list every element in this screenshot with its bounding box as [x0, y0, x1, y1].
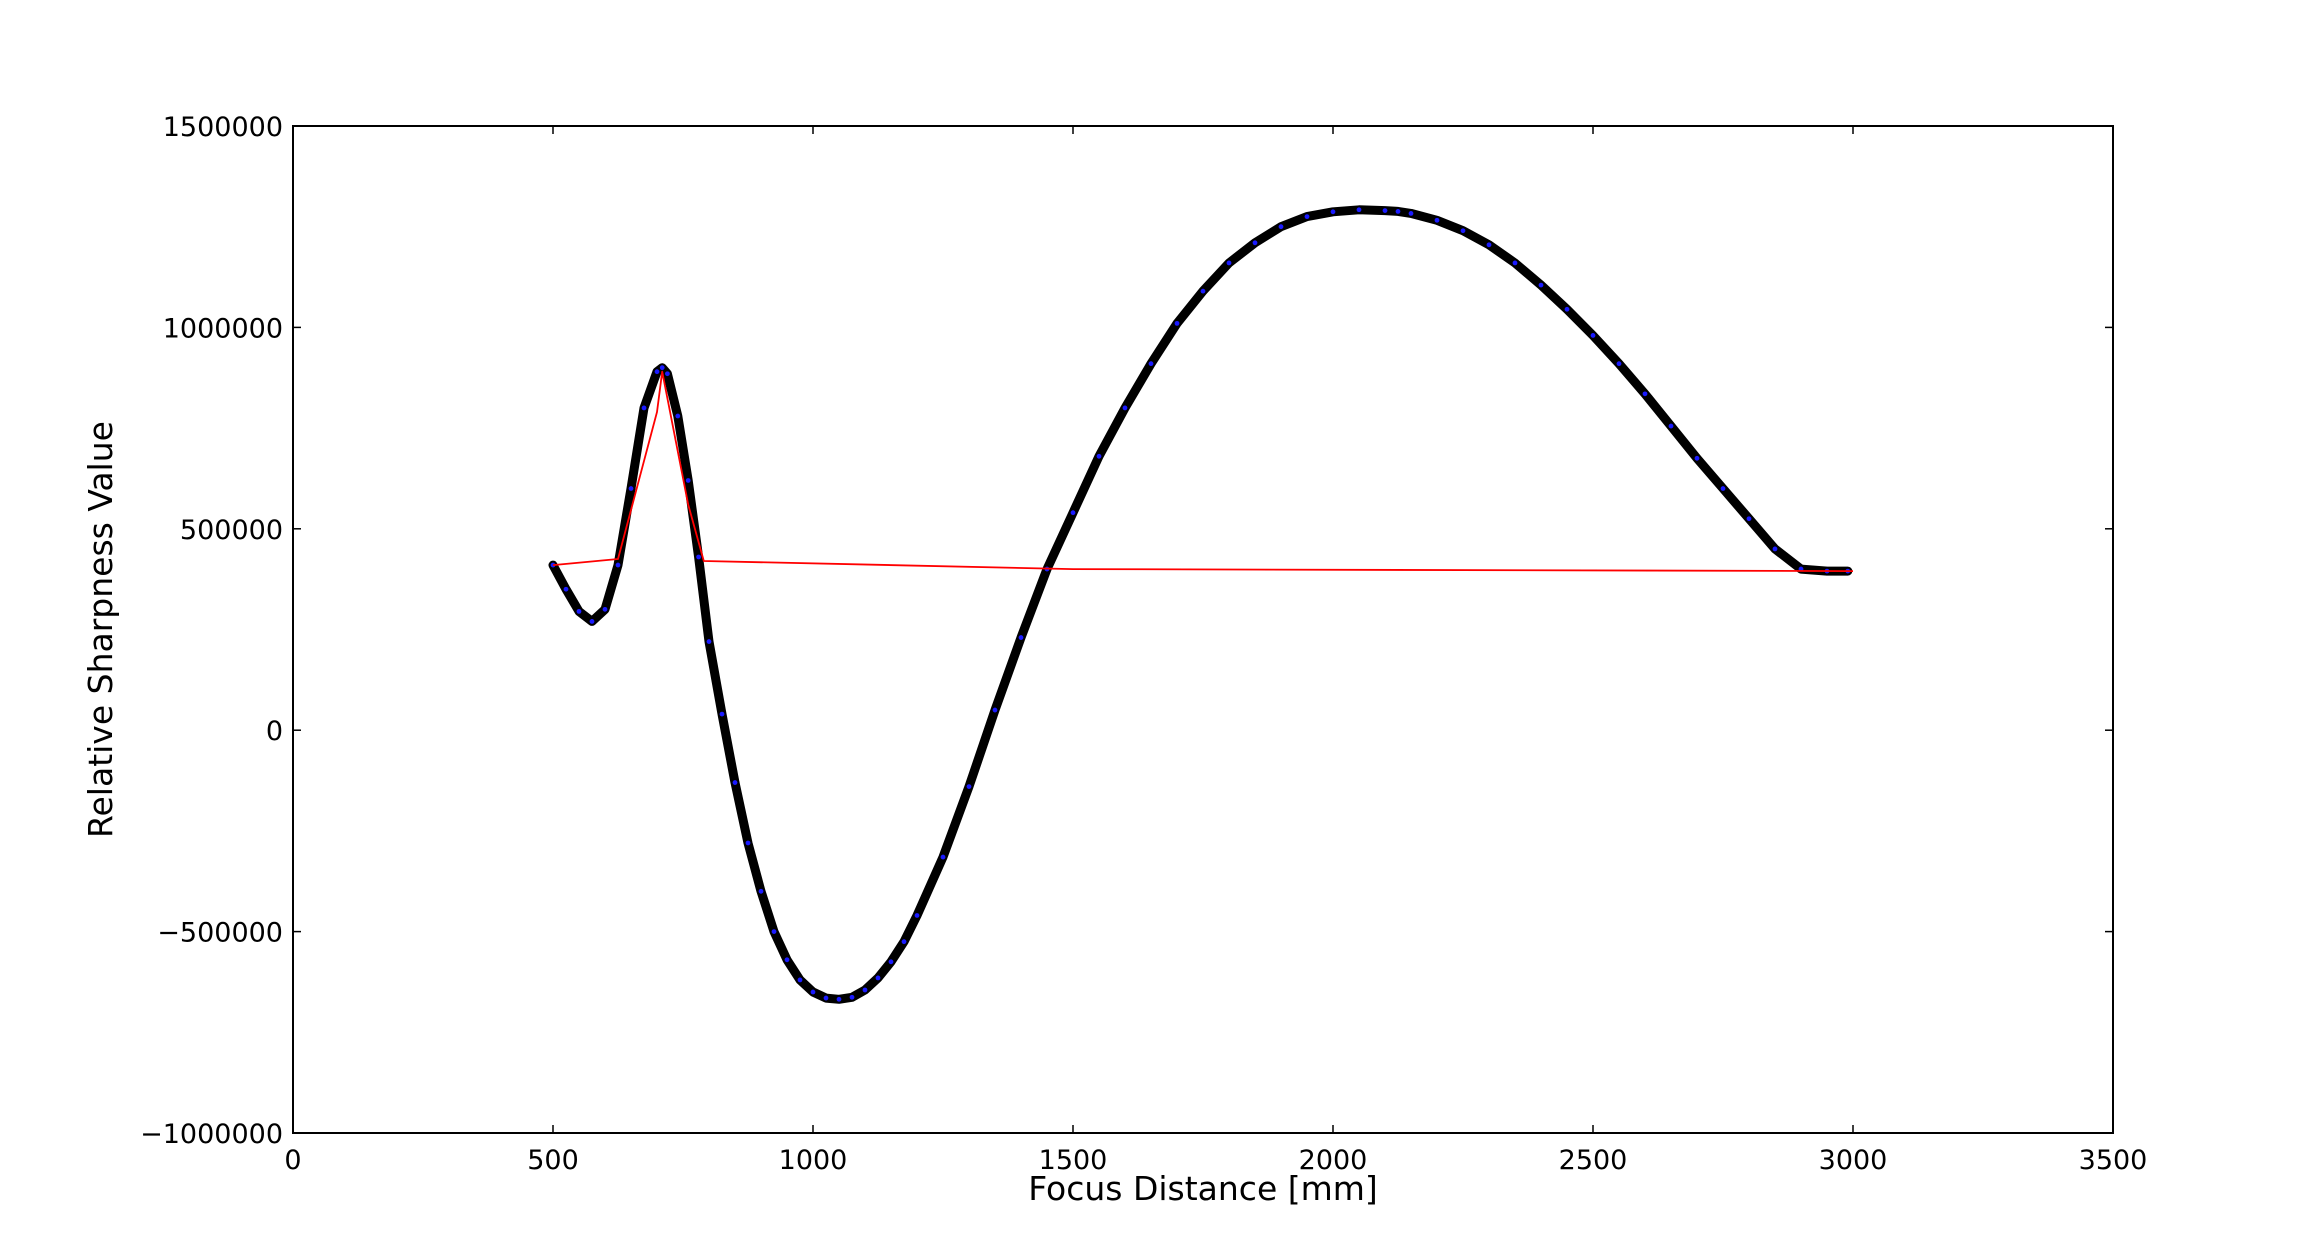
data-point — [1252, 240, 1258, 246]
data-point — [615, 562, 621, 568]
data-point — [823, 995, 829, 1001]
data-point — [901, 939, 907, 945]
x-tick-label: 2500 — [1559, 1145, 1628, 1176]
data-point — [1330, 209, 1336, 215]
series-layer — [548, 205, 1854, 1004]
data-point — [745, 840, 751, 846]
data-point — [992, 707, 998, 713]
data-point — [732, 780, 738, 785]
y-tick-label: 500000 — [180, 515, 283, 546]
x-tick-label: 500 — [527, 1145, 579, 1176]
data-point — [1356, 207, 1362, 213]
data-point — [654, 369, 660, 375]
data-point — [1486, 242, 1492, 248]
data-point — [1200, 288, 1206, 294]
data-point — [719, 711, 725, 717]
data-point — [665, 371, 670, 377]
data-point — [914, 913, 920, 918]
data-point — [1642, 391, 1648, 397]
data-point — [771, 929, 777, 934]
data-point — [940, 854, 946, 860]
y-tick-label: −1000000 — [140, 1119, 283, 1150]
data-point — [1434, 217, 1440, 223]
data-point — [1538, 282, 1544, 288]
ticks-layer: 0 500 1000 1500 2000 2500 3000 3500 −1000000 −500… — [140, 112, 2147, 1176]
data-point — [1122, 405, 1128, 411]
x-axis-label: Focus Distance [mm] — [1028, 1169, 1378, 1208]
data-point — [1746, 516, 1752, 522]
y-axis-label: Relative Sharpness Value — [81, 421, 120, 838]
x-tick-label: 2000 — [1299, 1145, 1368, 1176]
data-point — [1564, 306, 1570, 312]
data-point — [641, 405, 647, 411]
data-point — [589, 619, 595, 624]
data-point — [1382, 208, 1388, 213]
data-point — [1304, 214, 1310, 220]
data-point — [1174, 320, 1180, 326]
data-point — [563, 586, 569, 592]
data-point — [628, 486, 634, 491]
data-point — [1018, 635, 1024, 640]
data-point — [1720, 486, 1726, 491]
data-point — [888, 959, 894, 965]
data-point — [675, 413, 681, 419]
data-point — [1694, 455, 1700, 461]
data-point — [1278, 224, 1284, 230]
x-tick-label: 1000 — [779, 1145, 848, 1176]
data-point — [659, 365, 665, 371]
data-point — [1148, 361, 1154, 367]
data-point — [576, 608, 582, 614]
y-tick-label: −500000 — [157, 918, 283, 949]
data-point — [706, 639, 712, 644]
series-sharpness-curve — [548, 205, 1853, 1004]
x-tick-label: 3500 — [2079, 1145, 2148, 1176]
data-point — [1408, 211, 1414, 216]
data-point — [1226, 260, 1232, 266]
data-point — [836, 996, 842, 1002]
data-point — [810, 989, 816, 995]
data-point — [602, 606, 608, 612]
data-point — [849, 994, 855, 1000]
data-point — [784, 957, 790, 963]
y-tick-label: 1500000 — [163, 112, 283, 143]
data-point — [862, 987, 868, 993]
y-tick-label: 1000000 — [163, 313, 283, 344]
series-red-polyline — [552, 370, 1854, 572]
plot-frame — [292, 125, 2114, 1134]
data-point — [1668, 423, 1674, 429]
data-point — [758, 888, 764, 894]
data-point — [1460, 228, 1466, 234]
x-tick-label: 0 — [284, 1145, 301, 1176]
data-point — [1096, 453, 1102, 459]
data-point — [1070, 510, 1076, 516]
data-point — [685, 478, 691, 483]
data-point — [966, 784, 972, 789]
x-tick-label: 1500 — [1039, 1145, 1108, 1176]
data-point — [875, 975, 881, 981]
data-point — [1395, 208, 1401, 214]
data-point — [1512, 260, 1518, 266]
y-tick-label: 0 — [266, 716, 283, 747]
data-point — [797, 977, 803, 983]
x-tick-label: 3000 — [1819, 1145, 1888, 1176]
data-point — [1590, 333, 1596, 338]
data-point — [696, 554, 701, 560]
data-point — [1772, 546, 1778, 552]
data-point — [1616, 361, 1622, 367]
